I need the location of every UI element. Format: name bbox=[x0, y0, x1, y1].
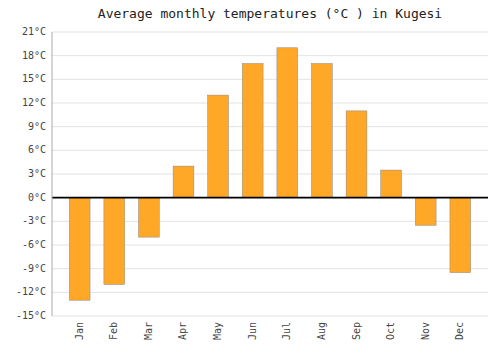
bar bbox=[104, 198, 125, 285]
grid-line bbox=[52, 150, 488, 151]
y-tick-label: 6°C bbox=[28, 144, 46, 155]
chart: -15°C -12°C -9°C -6°C -3°C 0°C 3°C 6°C 9°C 12°C 15… bbox=[0, 0, 500, 350]
x-tick-label: Mar bbox=[143, 322, 154, 340]
title: Average monthly temperatures (°C ) in Ku… bbox=[98, 6, 442, 21]
y-tick-label: 21°C bbox=[22, 26, 46, 37]
grid-line bbox=[52, 316, 488, 317]
bar bbox=[242, 64, 263, 198]
grid-line bbox=[52, 32, 488, 33]
x-tick-label: Jul bbox=[281, 322, 292, 340]
y-tick-label: -15°C bbox=[16, 310, 46, 321]
x-tick-label: Jan bbox=[74, 322, 85, 340]
bars bbox=[69, 48, 470, 300]
y-tick-label: 9°C bbox=[28, 121, 46, 132]
bar bbox=[381, 170, 402, 198]
y-tick-label: 3°C bbox=[28, 168, 46, 179]
bar bbox=[415, 198, 436, 226]
y-tick-label: 15°C bbox=[22, 73, 46, 84]
x-tick-label: Dec bbox=[454, 322, 465, 340]
bar bbox=[69, 198, 90, 301]
x-tick-label: Jun bbox=[247, 322, 258, 340]
bar bbox=[312, 64, 333, 198]
bar bbox=[450, 198, 471, 273]
grid-line bbox=[52, 292, 488, 293]
x-tick-label: May bbox=[212, 322, 223, 340]
x-tick-label: Apr bbox=[177, 322, 188, 340]
grid-line bbox=[52, 103, 488, 104]
y-tick-label: -3°C bbox=[22, 215, 46, 226]
y-tick-label: -12°C bbox=[16, 286, 46, 297]
y-axis-line bbox=[52, 32, 53, 316]
grid-line bbox=[52, 126, 488, 127]
x-tick-label: Aug bbox=[316, 322, 327, 340]
bar bbox=[277, 48, 298, 198]
grid-line bbox=[52, 174, 488, 175]
x-tick-label: Feb bbox=[108, 322, 119, 340]
y-tick-label: 0°C bbox=[28, 192, 46, 203]
bar bbox=[346, 111, 367, 198]
grid-line bbox=[52, 79, 488, 80]
y-tick-label: -6°C bbox=[22, 239, 46, 250]
x-tick-label: Oct bbox=[385, 322, 396, 340]
grid-line bbox=[52, 197, 488, 198]
bar bbox=[139, 198, 160, 237]
y-tick-label: 12°C bbox=[22, 97, 46, 108]
x-tick-label: Sep bbox=[351, 322, 362, 340]
bar bbox=[208, 95, 229, 198]
x-tick-label: Nov bbox=[420, 322, 431, 340]
y-tick-label: -9°C bbox=[22, 263, 46, 274]
y-tick-label: 18°C bbox=[22, 50, 46, 61]
bar bbox=[173, 166, 194, 198]
grid bbox=[52, 32, 488, 316]
zero-line bbox=[52, 197, 488, 199]
grid-line bbox=[52, 55, 488, 56]
